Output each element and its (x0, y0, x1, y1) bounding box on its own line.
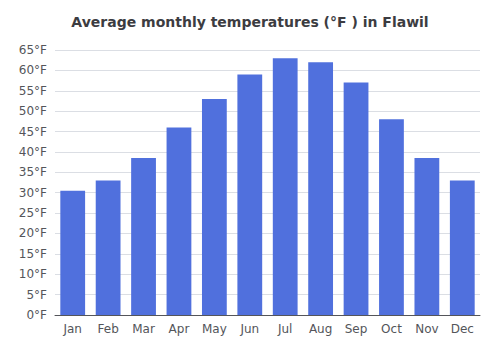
svg-text:55°F: 55°F (19, 84, 47, 98)
svg-text:Average monthly temperatures (: Average monthly temperatures (°F ) in Fl… (71, 14, 428, 30)
svg-text:Oct: Oct (381, 322, 402, 336)
svg-text:Mar: Mar (132, 322, 155, 336)
svg-text:0°F: 0°F (26, 308, 47, 322)
svg-text:65°F: 65°F (19, 43, 47, 57)
svg-text:Feb: Feb (98, 322, 119, 336)
svg-text:60°F: 60°F (19, 63, 47, 77)
svg-text:May: May (202, 322, 227, 336)
svg-text:45°F: 45°F (19, 125, 47, 139)
svg-text:Sep: Sep (345, 322, 368, 336)
svg-text:10°F: 10°F (19, 267, 47, 281)
svg-text:Apr: Apr (169, 322, 190, 336)
svg-text:25°F: 25°F (19, 206, 47, 220)
svg-text:Jun: Jun (239, 322, 259, 336)
svg-text:5°F: 5°F (26, 288, 47, 302)
svg-text:40°F: 40°F (19, 145, 47, 159)
svg-text:35°F: 35°F (19, 165, 47, 179)
svg-text:Nov: Nov (415, 322, 438, 336)
svg-text:20°F: 20°F (19, 226, 47, 240)
svg-text:15°F: 15°F (19, 247, 47, 261)
svg-text:50°F: 50°F (19, 104, 47, 118)
svg-text:Jul: Jul (277, 322, 292, 336)
svg-text:Dec: Dec (451, 322, 474, 336)
svg-text:Jan: Jan (62, 322, 82, 336)
svg-text:Aug: Aug (309, 322, 332, 336)
svg-text:30°F: 30°F (19, 186, 47, 200)
